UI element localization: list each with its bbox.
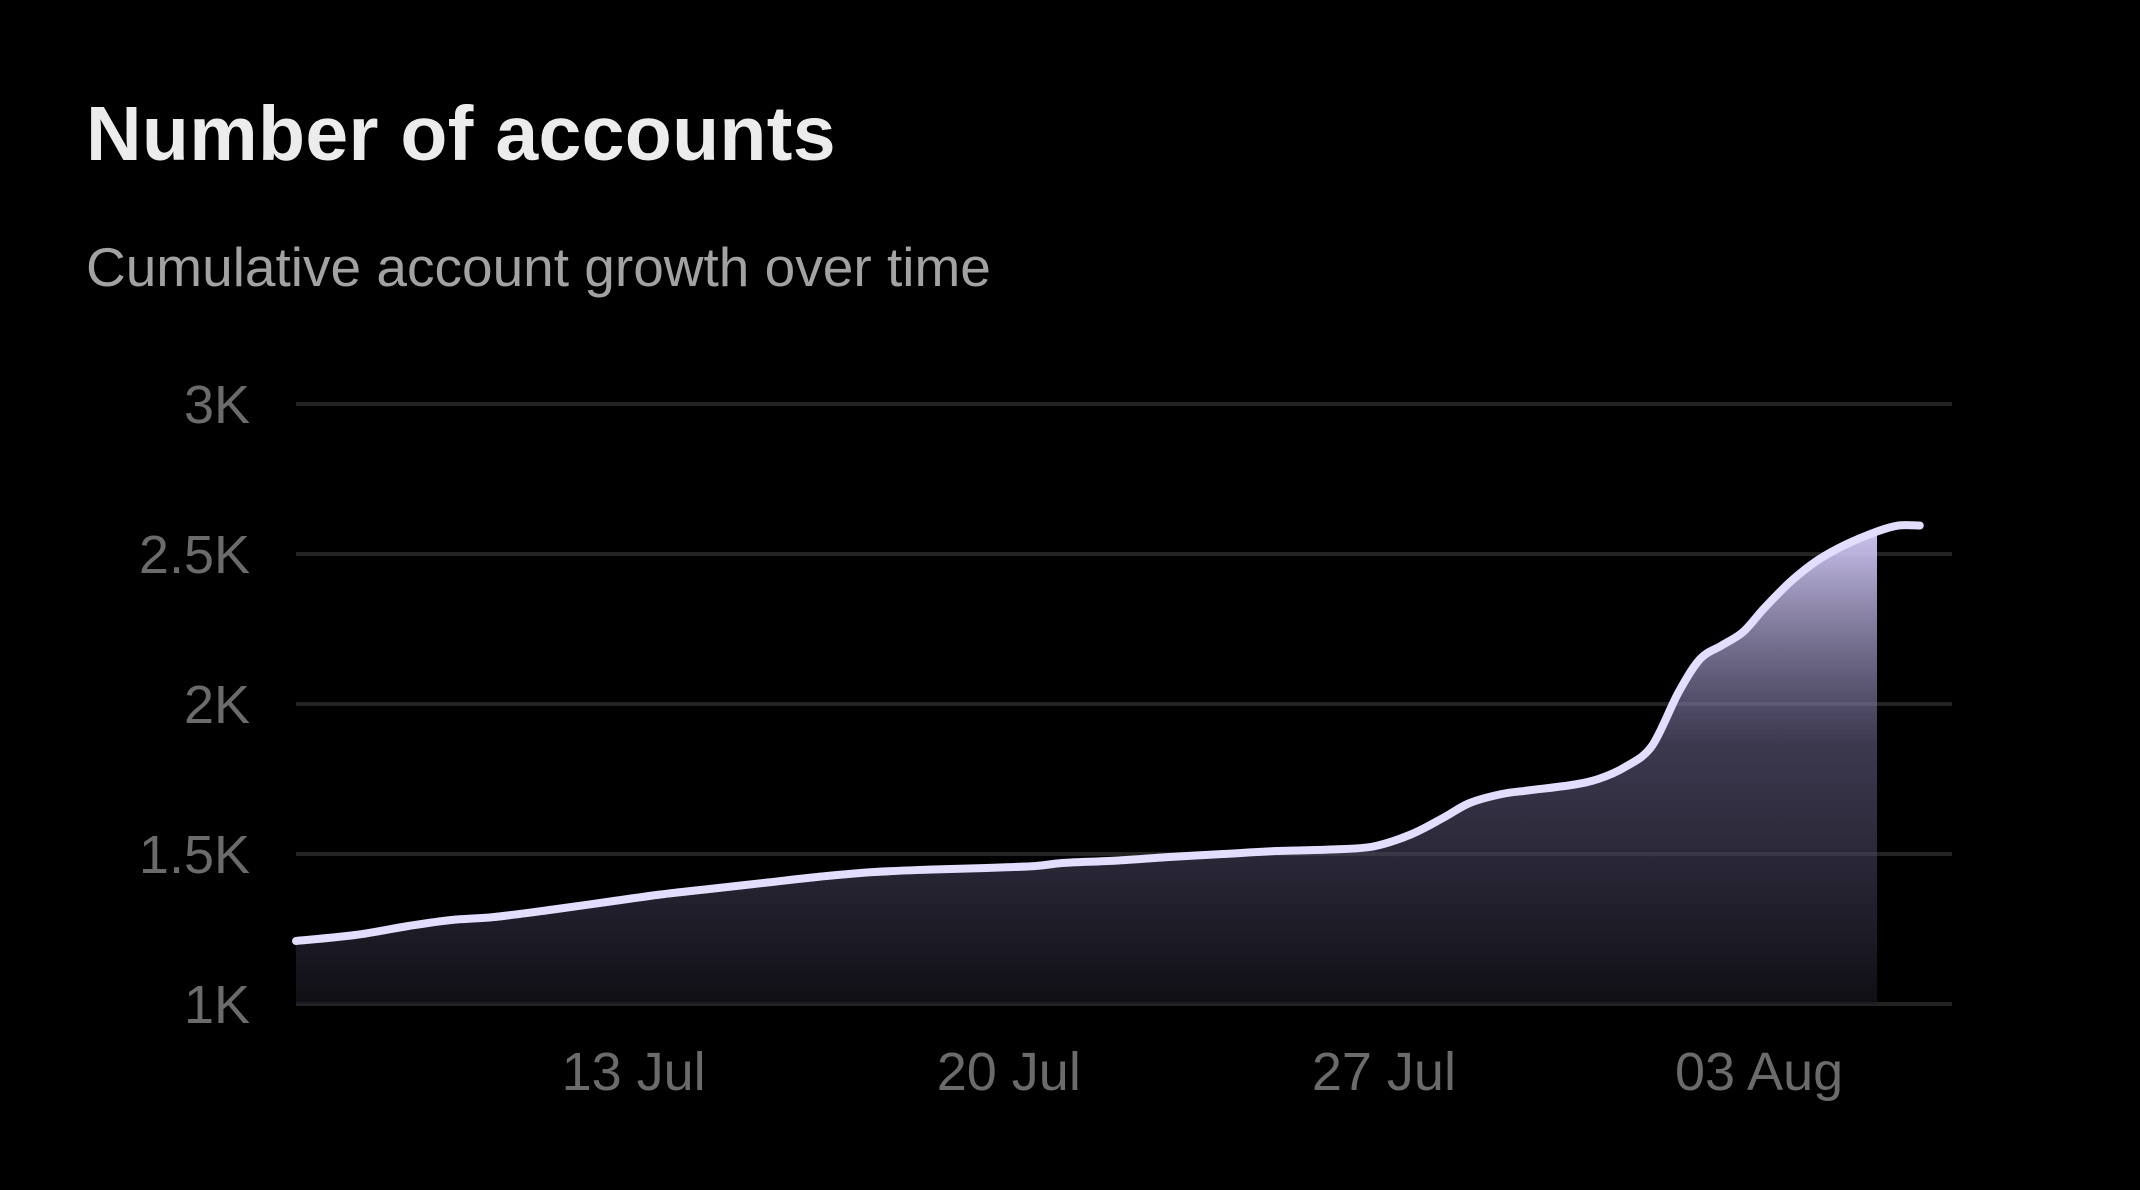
x-tick-label: 03 Aug (1675, 1042, 1843, 1102)
x-axis-labels: 13 Jul 20 Jul 27 Jul 03 Aug (562, 1042, 1844, 1102)
series-line-path (292, 521, 1924, 945)
y-tick-label: 1.5K (139, 825, 250, 885)
chart-title: Number of accounts (86, 91, 836, 177)
y-tick-label: 2.5K (139, 525, 250, 585)
y-tick-label: 3K (184, 375, 250, 435)
area-fill (296, 531, 1877, 1004)
chart-subtitle: Cumulative account growth over time (86, 236, 991, 298)
x-tick-label: 27 Jul (1312, 1042, 1456, 1102)
series-line (292, 521, 1924, 945)
x-tick-label: 20 Jul (937, 1042, 1081, 1102)
y-tick-label: 1K (184, 975, 250, 1035)
area-fill-shape (296, 531, 1877, 1004)
y-axis-labels: 3K 2.5K 2K 1.5K 1K (139, 375, 250, 1035)
x-tick-label: 13 Jul (562, 1042, 706, 1102)
y-tick-label: 2K (184, 675, 250, 735)
